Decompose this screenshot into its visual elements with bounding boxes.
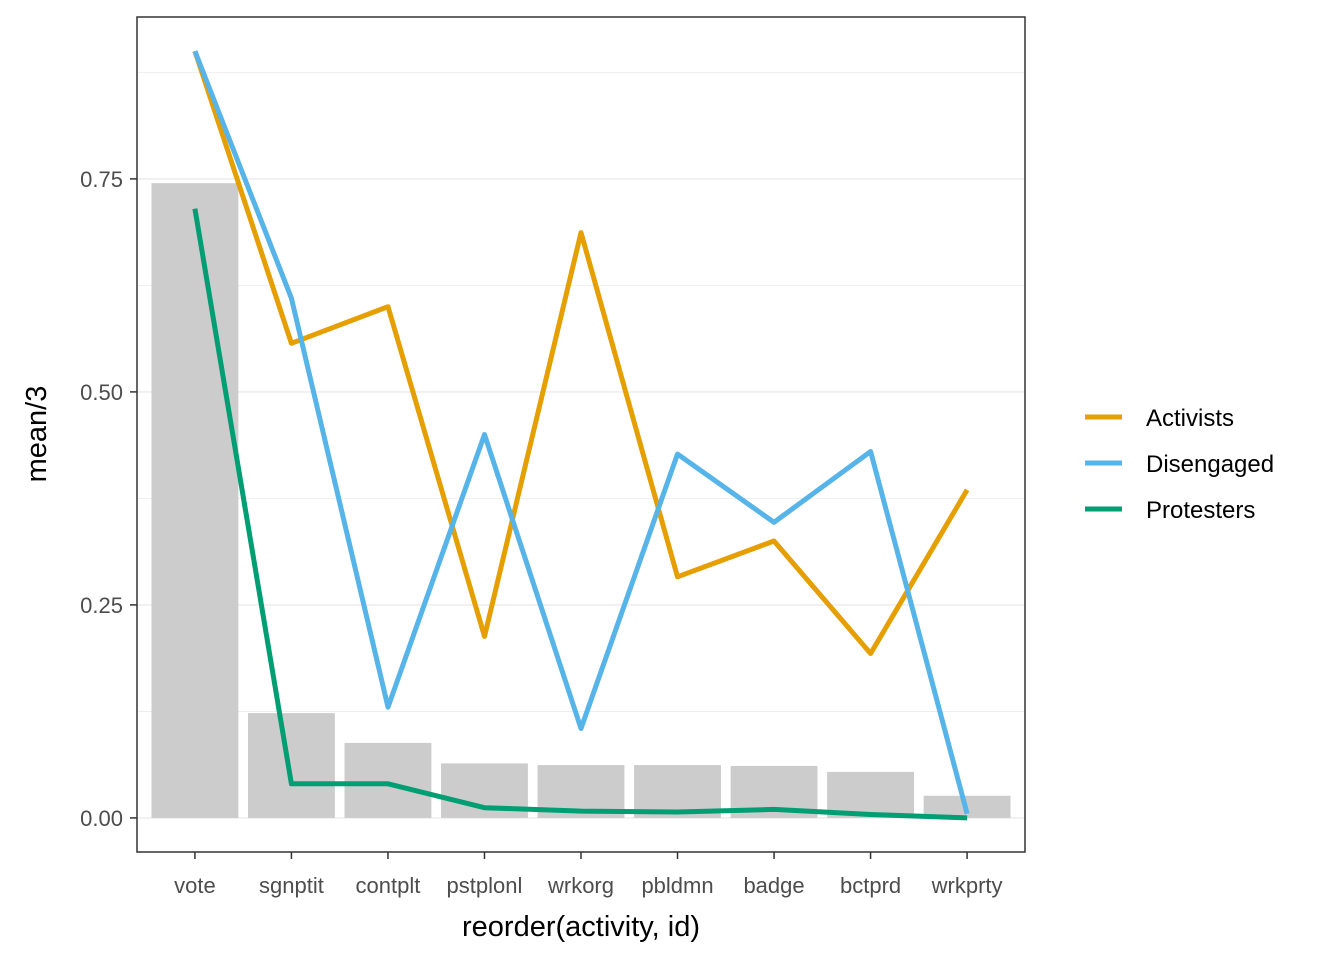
x-tick-label: pstplonl	[447, 873, 523, 898]
series-line-protesters	[192, 208, 968, 821]
x-tick-label: pbldmn	[641, 873, 713, 898]
bar-sgnptit	[248, 713, 335, 818]
series-line-disengaged	[192, 50, 970, 815]
y-tick-label: 0.50	[80, 380, 123, 405]
x-axis-title: reorder(activity, id)	[462, 911, 700, 943]
y-axis-title: mean/3	[21, 386, 53, 483]
plot-background	[137, 17, 1025, 852]
x-tick-label: badge	[743, 873, 804, 898]
bar-contplt	[344, 742, 432, 818]
x-tick-label: wrkorg	[547, 873, 614, 898]
legend-label-protesters: Protesters	[1146, 497, 1255, 524]
x-tick-label: bctprd	[840, 873, 901, 898]
series-lines	[192, 50, 970, 821]
x-axis: vote sgnptit contplt pstplonl wrkorg pbldmn ba…	[174, 852, 1003, 898]
bar-vote	[151, 183, 239, 818]
series-line-activists	[192, 50, 970, 656]
y-tick-label: 0.00	[80, 806, 123, 831]
x-tick-label: vote	[174, 873, 216, 898]
x-tick-label: sgnptit	[259, 873, 324, 898]
y-axis: 0.00 0.25 0.50 0.75	[80, 167, 137, 831]
legend-label-activists: Activists	[1146, 405, 1234, 432]
legend-label-disengaged: Disengaged	[1146, 451, 1274, 478]
y-tick-label: 0.75	[80, 167, 123, 192]
x-tick-label: wrkprty	[931, 873, 1003, 898]
legend: Activists Disengaged Protesters	[1085, 405, 1274, 524]
bar-bctprd	[827, 771, 914, 818]
x-tick-label: contplt	[356, 873, 421, 898]
y-tick-label: 0.25	[80, 593, 123, 618]
